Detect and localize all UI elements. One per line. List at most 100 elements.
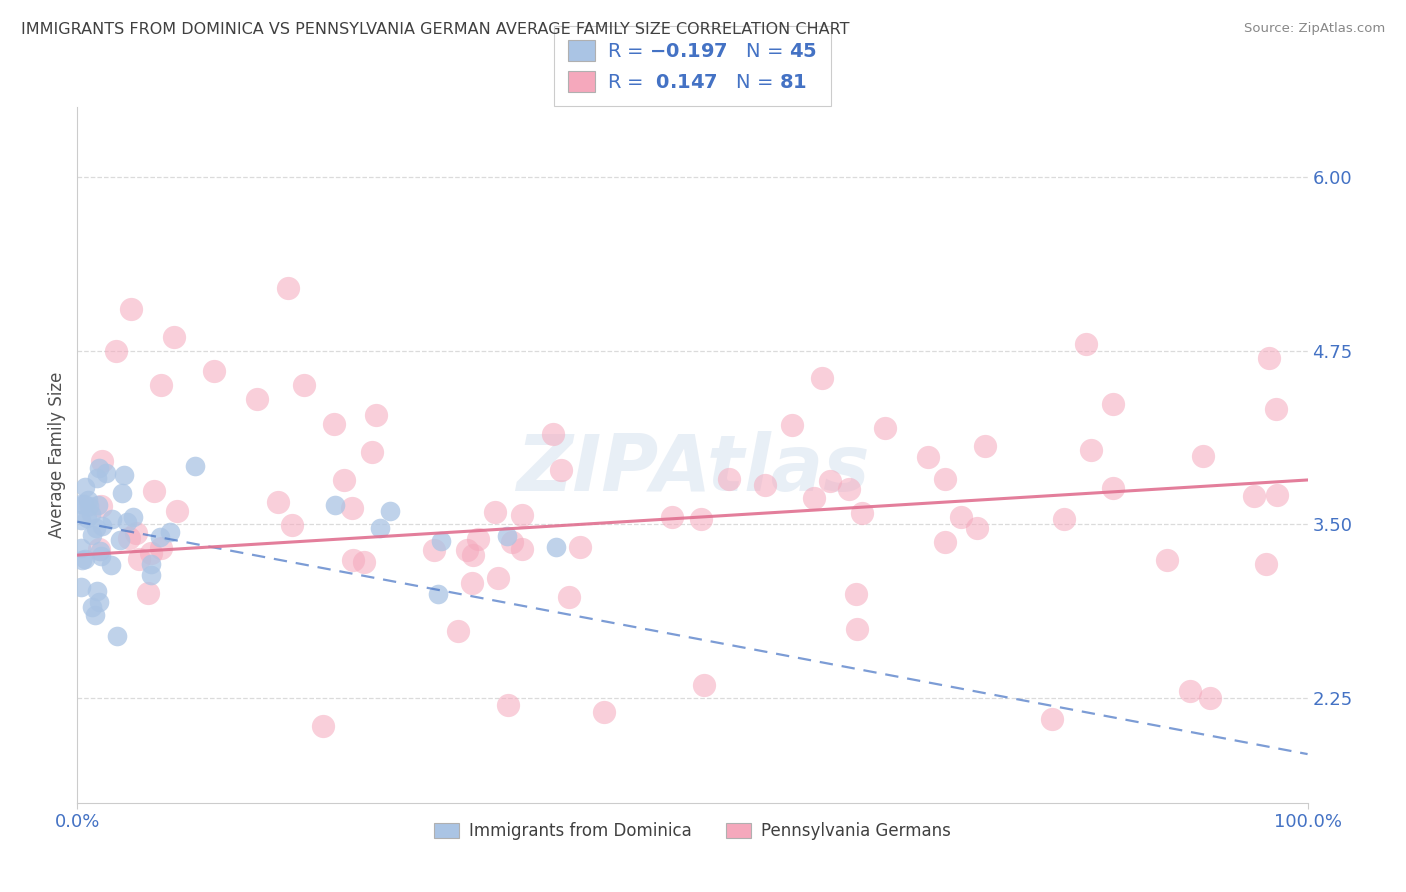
Point <box>118 531 141 545</box>
Point <box>1040 712 1063 726</box>
Legend: Immigrants from Dominica, Pennsylvania Germans: Immigrants from Dominica, Pennsylvania G… <box>427 815 957 847</box>
Point <box>661 510 683 524</box>
Point <box>593 706 616 720</box>
Point <box>70 580 93 594</box>
Point <box>845 587 868 601</box>
Point <box>1258 351 1281 365</box>
Point <box>141 568 163 582</box>
Point <box>70 513 93 527</box>
Point <box>87 461 110 475</box>
Point <box>80 599 103 614</box>
Point <box>120 301 142 316</box>
Point <box>333 473 356 487</box>
Point <box>811 371 834 385</box>
Point <box>378 503 401 517</box>
Point <box>486 571 509 585</box>
Point <box>90 549 112 564</box>
Point <box>851 506 873 520</box>
Point <box>973 439 995 453</box>
Point <box>108 533 131 548</box>
Point <box>447 624 470 638</box>
Point <box>510 508 533 523</box>
Point <box>1265 488 1288 502</box>
Point <box>86 470 108 484</box>
Point <box>111 485 134 500</box>
Point <box>495 529 517 543</box>
Point <box>456 542 478 557</box>
Point <box>149 541 172 556</box>
Point <box>510 541 533 556</box>
Point <box>139 558 162 572</box>
Point <box>1256 557 1278 571</box>
Point <box>1102 481 1125 495</box>
Point <box>267 494 290 508</box>
Point <box>1191 449 1213 463</box>
Point <box>949 510 972 524</box>
Point <box>1199 691 1222 706</box>
Point <box>136 586 159 600</box>
Point <box>463 548 485 562</box>
Point <box>934 472 956 486</box>
Point <box>818 474 841 488</box>
Point <box>368 521 391 535</box>
Point <box>122 509 145 524</box>
Point <box>917 450 939 464</box>
Point <box>104 343 127 358</box>
Point <box>101 512 124 526</box>
Point <box>717 472 740 486</box>
Point <box>87 541 110 556</box>
Point <box>966 521 988 535</box>
Point <box>246 392 269 407</box>
Point <box>1156 553 1178 567</box>
Point <box>430 534 453 549</box>
Point <box>100 558 122 572</box>
Point <box>543 427 565 442</box>
Point <box>90 519 112 533</box>
Point <box>846 622 869 636</box>
Text: IMMIGRANTS FROM DOMINICA VS PENNSYLVANIA GERMAN AVERAGE FAMILY SIZE CORRELATION : IMMIGRANTS FROM DOMINICA VS PENNSYLVANIA… <box>21 22 849 37</box>
Point <box>1265 402 1288 417</box>
Point <box>569 540 592 554</box>
Point <box>934 534 956 549</box>
Point <box>312 719 335 733</box>
Point <box>558 591 581 605</box>
Point <box>86 583 108 598</box>
Point <box>76 492 98 507</box>
Point <box>75 552 97 566</box>
Point <box>87 498 110 512</box>
Point <box>325 498 347 512</box>
Point <box>73 497 96 511</box>
Point <box>80 507 103 521</box>
Point <box>838 482 860 496</box>
Point <box>1102 397 1125 411</box>
Point <box>484 505 506 519</box>
Point <box>80 528 103 542</box>
Point <box>150 378 173 392</box>
Point <box>461 575 484 590</box>
Point <box>73 480 96 494</box>
Point <box>143 483 166 498</box>
Point <box>342 553 364 567</box>
Point <box>693 677 716 691</box>
Point <box>1243 490 1265 504</box>
Point <box>342 501 364 516</box>
Point <box>361 445 384 459</box>
Point <box>89 543 111 558</box>
Point <box>84 520 107 534</box>
Y-axis label: Average Family Size: Average Family Size <box>48 372 66 538</box>
Point <box>1053 512 1076 526</box>
Point <box>112 468 135 483</box>
Point <box>1080 443 1102 458</box>
Text: ZIPAtlas: ZIPAtlas <box>516 431 869 507</box>
Point <box>202 364 225 378</box>
Point <box>84 607 107 622</box>
Point <box>873 421 896 435</box>
Point <box>496 698 519 713</box>
Point <box>780 418 803 433</box>
Point <box>323 417 346 431</box>
Point <box>292 378 315 392</box>
Point <box>91 454 114 468</box>
Point <box>803 491 825 505</box>
Point <box>94 467 117 481</box>
Point <box>159 525 181 540</box>
